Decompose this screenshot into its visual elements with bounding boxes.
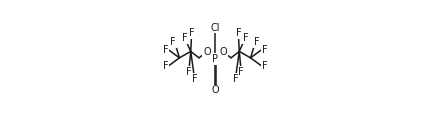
Text: Cl: Cl [210,23,220,33]
Text: F: F [182,33,187,43]
Text: F: F [233,74,238,84]
Text: F: F [163,61,169,71]
Text: F: F [261,61,267,71]
Text: F: F [261,45,267,55]
Text: F: F [192,74,197,84]
Text: F: F [163,45,169,55]
Text: F: F [243,33,248,43]
Text: F: F [236,28,241,38]
Text: O: O [203,47,211,57]
Text: P: P [212,54,218,64]
Text: F: F [186,67,192,77]
Text: O: O [211,85,219,95]
Text: F: F [189,28,194,38]
Text: F: F [170,37,176,47]
Text: O: O [219,47,227,57]
Text: F: F [254,37,260,47]
Text: F: F [238,67,244,77]
